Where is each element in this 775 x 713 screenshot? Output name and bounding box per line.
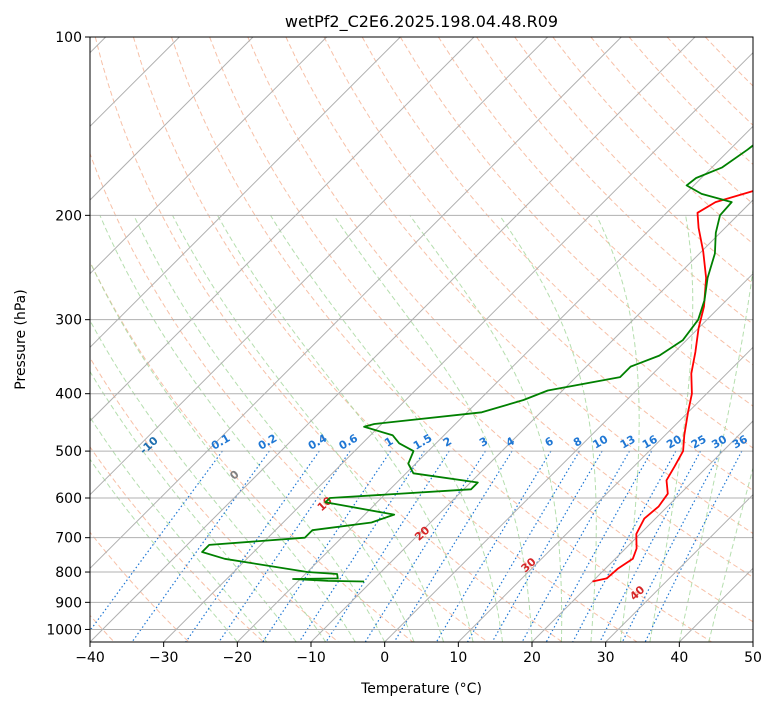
x-tick-label: −30 [149,650,179,666]
chart-title: wetPf2_C2E6.2025.198.04.48.R09 [285,12,558,32]
y-tick-label: 900 [55,595,82,611]
x-tick-label: −20 [223,650,253,666]
y-tick-label: 400 [55,387,82,403]
x-tick-label: 40 [670,650,688,666]
y-tick-label: 700 [55,531,82,547]
x-tick-label: 10 [449,650,467,666]
y-tick-label: 600 [55,491,82,507]
y-tick-label: 1000 [46,622,82,638]
y-tick-label: 500 [55,444,82,460]
y-tick-label: 100 [55,30,82,46]
x-tick-label: −10 [296,650,326,666]
x-tick-label: −40 [75,650,105,666]
x-axis-label: Temperature (°C) [360,681,482,697]
x-tick-label: 30 [597,650,615,666]
x-tick-label: 0 [380,650,389,666]
x-tick-label: 20 [523,650,541,666]
x-tick-label: 50 [744,650,762,666]
y-tick-label: 300 [55,313,82,329]
y-tick-label: 800 [55,565,82,581]
y-tick-label: 200 [55,208,82,224]
y-axis-label: Pressure (hPa) [13,289,29,389]
